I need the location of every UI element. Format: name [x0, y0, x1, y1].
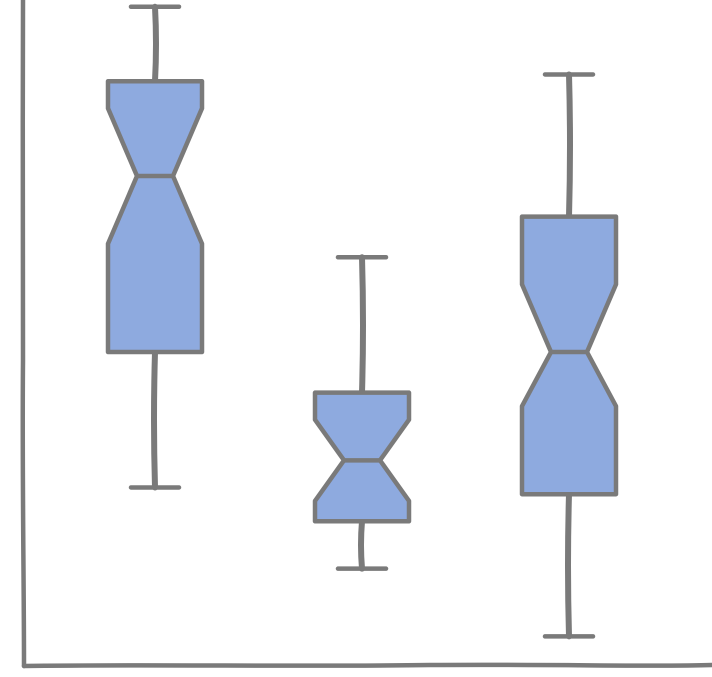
box-1	[105, 3, 205, 491]
box-3	[519, 71, 619, 640]
y-axis-line	[20, 0, 27, 669]
box-body-1	[105, 78, 205, 355]
whisker-lower-1	[151, 349, 158, 491]
whisker-upper-1	[152, 3, 159, 85]
box-body-2	[312, 390, 412, 524]
box-2	[312, 254, 412, 572]
whisker-upper-3	[566, 71, 573, 220]
box-body-3	[519, 214, 619, 497]
whisker-upper-2	[359, 254, 366, 396]
boxes-layer	[105, 3, 619, 640]
whisker-lower-3	[565, 491, 572, 640]
whisker-lower-2	[358, 518, 365, 572]
x-axis-line	[21, 662, 712, 669]
